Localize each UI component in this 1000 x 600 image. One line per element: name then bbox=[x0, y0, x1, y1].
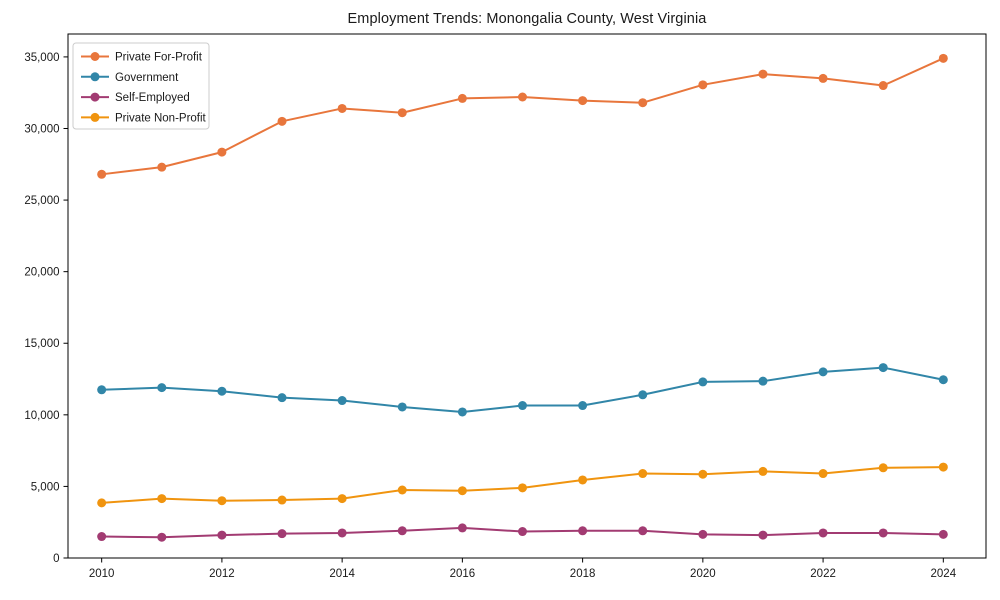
legend-box bbox=[72, 42, 210, 130]
data-point-self-employed-2011 bbox=[157, 532, 167, 542]
data-point-self-employed-2020 bbox=[698, 529, 708, 539]
data-point-private-non-profit-2022 bbox=[818, 469, 828, 479]
data-point-self-employed-2018 bbox=[578, 526, 588, 536]
data-point-private-for-profit-2018 bbox=[578, 96, 588, 106]
data-point-private-for-profit-2011 bbox=[157, 162, 167, 172]
y-tick-label: 15,000 bbox=[24, 338, 59, 350]
x-tick-label: 2010 bbox=[89, 568, 115, 580]
x-tick-label: 2016 bbox=[450, 568, 476, 580]
data-point-government-2011 bbox=[157, 383, 167, 393]
data-point-self-employed-2023 bbox=[878, 528, 888, 538]
data-point-private-for-profit-2024 bbox=[938, 53, 948, 63]
data-point-private-non-profit-2020 bbox=[698, 469, 708, 479]
data-point-government-2014 bbox=[337, 396, 347, 406]
legend-marker bbox=[90, 72, 100, 82]
data-point-private-non-profit-2012 bbox=[217, 496, 227, 506]
data-point-government-2019 bbox=[638, 390, 648, 400]
data-point-private-for-profit-2012 bbox=[217, 147, 227, 157]
data-point-government-2015 bbox=[397, 402, 407, 412]
data-point-private-for-profit-2016 bbox=[457, 93, 467, 103]
data-point-private-non-profit-2016 bbox=[457, 486, 467, 496]
legend-label: Private For-Profit bbox=[115, 52, 203, 64]
data-point-private-non-profit-2023 bbox=[878, 463, 888, 473]
data-point-government-2020 bbox=[698, 377, 708, 387]
data-point-private-non-profit-2018 bbox=[578, 475, 588, 485]
legend-marker bbox=[90, 52, 100, 61]
data-point-government-2010 bbox=[97, 385, 107, 395]
data-point-self-employed-2013 bbox=[277, 529, 287, 539]
y-tick-label: 10,000 bbox=[24, 410, 59, 422]
data-point-government-2013 bbox=[277, 393, 287, 403]
chart-title: Employment Trends: Monongalia County, We… bbox=[347, 11, 707, 27]
data-point-self-employed-2024 bbox=[938, 529, 948, 539]
x-tick-label: 2018 bbox=[570, 568, 596, 580]
y-tick-label: 35,000 bbox=[24, 52, 59, 64]
data-point-government-2023 bbox=[878, 363, 888, 373]
y-tick-label: 20,000 bbox=[24, 267, 59, 279]
data-point-private-non-profit-2013 bbox=[277, 495, 287, 505]
data-point-private-non-profit-2011 bbox=[157, 494, 167, 504]
data-point-self-employed-2022 bbox=[818, 528, 828, 538]
data-point-private-for-profit-2015 bbox=[397, 108, 407, 118]
legend-label: Government bbox=[115, 72, 179, 84]
plot-border bbox=[67, 33, 987, 559]
data-point-government-2024 bbox=[938, 375, 948, 385]
data-point-government-2021 bbox=[758, 376, 768, 386]
data-point-self-employed-2015 bbox=[397, 526, 407, 536]
x-tick-label: 2014 bbox=[329, 568, 355, 580]
data-point-self-employed-2012 bbox=[217, 530, 227, 540]
x-tick-label: 2020 bbox=[690, 568, 716, 580]
y-tick-label: 5,000 bbox=[31, 481, 60, 493]
data-point-private-non-profit-2017 bbox=[517, 483, 527, 493]
data-point-private-non-profit-2014 bbox=[337, 494, 347, 504]
data-point-private-for-profit-2013 bbox=[277, 116, 287, 126]
data-point-private-for-profit-2010 bbox=[97, 169, 107, 179]
data-point-government-2016 bbox=[457, 407, 467, 417]
data-point-private-for-profit-2021 bbox=[758, 69, 768, 79]
data-point-private-non-profit-2021 bbox=[758, 466, 768, 476]
data-point-private-non-profit-2010 bbox=[97, 498, 107, 508]
data-point-self-employed-2021 bbox=[758, 530, 768, 540]
data-point-government-2012 bbox=[217, 386, 227, 396]
data-point-self-employed-2017 bbox=[517, 527, 527, 537]
legend-label: Self-Employed bbox=[115, 92, 190, 104]
y-tick-label: 25,000 bbox=[24, 195, 59, 207]
data-point-private-non-profit-2015 bbox=[397, 485, 407, 495]
x-tick-label: 2024 bbox=[931, 568, 957, 580]
data-point-private-for-profit-2022 bbox=[818, 73, 828, 83]
data-point-private-for-profit-2020 bbox=[698, 80, 708, 90]
data-point-private-for-profit-2019 bbox=[638, 98, 648, 108]
legend-label: Private Non-Profit bbox=[115, 112, 207, 124]
data-point-government-2017 bbox=[517, 401, 527, 411]
data-point-private-non-profit-2019 bbox=[638, 469, 648, 479]
data-point-private-for-profit-2017 bbox=[517, 92, 527, 102]
data-point-government-2022 bbox=[818, 367, 828, 377]
data-point-self-employed-2010 bbox=[97, 532, 107, 542]
series-line-private-for-profit bbox=[101, 57, 944, 176]
data-point-private-non-profit-2024 bbox=[938, 462, 948, 472]
y-tick-label: 0 bbox=[53, 553, 59, 565]
x-tick-label: 2012 bbox=[209, 568, 235, 580]
legend-marker bbox=[90, 112, 100, 122]
x-tick-label: 2022 bbox=[810, 568, 836, 580]
data-point-self-employed-2014 bbox=[337, 528, 347, 538]
data-point-self-employed-2016 bbox=[457, 523, 467, 533]
y-tick-label: 30,000 bbox=[24, 123, 59, 135]
legend-marker bbox=[90, 92, 100, 102]
data-point-private-for-profit-2023 bbox=[878, 81, 888, 91]
data-point-government-2018 bbox=[578, 401, 588, 411]
data-point-self-employed-2019 bbox=[638, 526, 648, 536]
data-point-private-for-profit-2014 bbox=[337, 103, 347, 113]
